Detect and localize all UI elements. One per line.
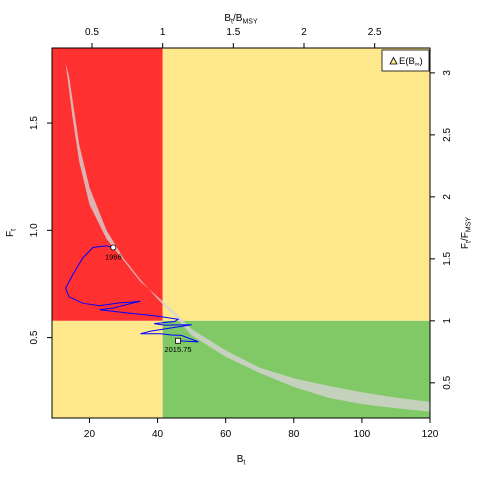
x-bottom-tick-label: 20 [84, 429, 96, 440]
y-axis-left-title: Ft [5, 229, 18, 237]
y-left-tick-label: 0.5 [29, 330, 40, 344]
y-right-tick-label: 2.5 [442, 127, 453, 141]
plot-area [52, 48, 430, 418]
y-right-tick-label: 0.5 [442, 375, 453, 389]
x-bottom-tick-label: 120 [422, 429, 439, 440]
plot-frame [51, 47, 431, 419]
legend-box [381, 49, 430, 72]
x-bottom-tick-label: 100 [354, 429, 371, 440]
x-bottom-tick-label: 80 [288, 429, 300, 440]
x-top-tick-label: 1.5 [226, 27, 240, 38]
trajectory-end-label: 2015.75 [164, 345, 191, 354]
x-axis-bottom-title: Bt [237, 454, 246, 467]
trajectory-start-label: 1986 [105, 252, 122, 261]
x-top-tick-label: 2.5 [368, 27, 382, 38]
y-left-tick-label: 1.5 [29, 116, 40, 130]
x-top-tick-label: 1 [160, 27, 166, 38]
x-axis-top-title: Bt/BMSY [224, 13, 258, 26]
y-right-tick-label: 3 [442, 70, 453, 76]
x-axis-top: 0.5 1 1.5 2 2.5 [85, 27, 382, 48]
trajectory-end-point [175, 337, 181, 344]
y-right-tick-label: 2 [442, 194, 453, 200]
y-left-tick-label: 1.0 [29, 223, 40, 237]
y-right-tick-label: 1.5 [442, 251, 453, 265]
stock-trajectory-line [65, 245, 199, 343]
overfished-zone [52, 320, 163, 418]
legend-label: E(B∞) [399, 56, 423, 68]
x-bottom-tick-label: 60 [220, 429, 232, 440]
y-right-tick-label: 1 [442, 318, 453, 324]
overfished-overfishing-zone [52, 48, 163, 321]
trajectory-start-point [110, 244, 117, 251]
y-axis-right: 0.5 1 1.5 2 2.5 3 [430, 70, 453, 390]
legend: E(B∞) [381, 49, 430, 72]
x-axis-bottom: 20 40 60 80 100 120 [84, 418, 439, 440]
overfishing-zone [162, 48, 430, 321]
triangle-icon [389, 56, 398, 65]
x-top-tick-label: 0.5 [85, 27, 99, 38]
y-axis-right-title: Ft/FMSY [460, 217, 473, 249]
y-axis-left: 0.5 1.0 1.5 [29, 116, 52, 345]
x-top-tick-label: 2 [301, 27, 307, 38]
x-bottom-tick-label: 40 [152, 429, 164, 440]
